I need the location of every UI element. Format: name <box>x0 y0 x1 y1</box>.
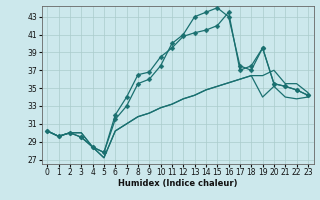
X-axis label: Humidex (Indice chaleur): Humidex (Indice chaleur) <box>118 179 237 188</box>
